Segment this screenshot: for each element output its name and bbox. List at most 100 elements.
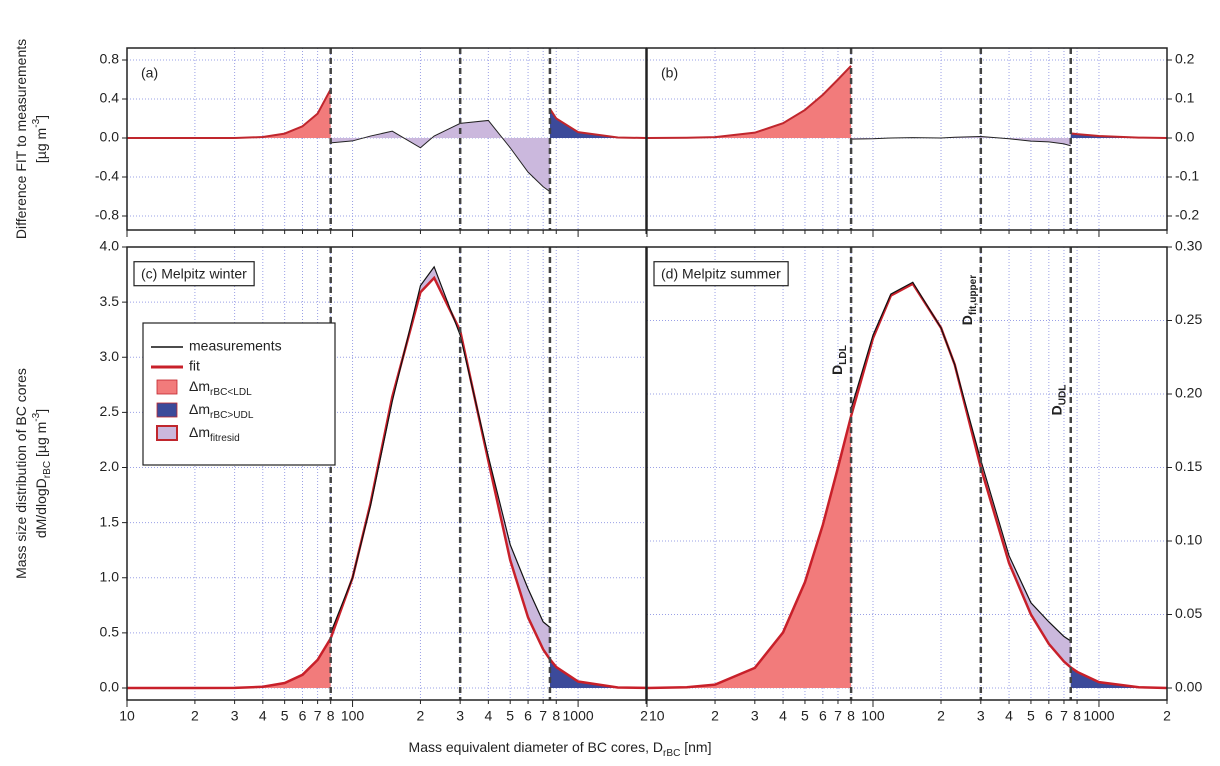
y-tick-label: 2.0 bbox=[100, 458, 120, 474]
text-segment: Δm bbox=[189, 378, 210, 394]
y-tick-label: 0.0 bbox=[1175, 129, 1195, 145]
legend-label: measurements bbox=[189, 338, 282, 354]
y-tick-label: -0.1 bbox=[1175, 168, 1199, 184]
x-tick-label: 8 bbox=[327, 708, 335, 724]
area-fit-residual bbox=[330, 266, 550, 660]
legend-label: Δmfitresid bbox=[189, 424, 240, 444]
difference-area bbox=[851, 136, 1071, 146]
x-axis-label: Mass equivalent diameter of BC cores, Dr… bbox=[409, 739, 712, 759]
y-tick-label: 0.15 bbox=[1175, 458, 1202, 474]
text-segment: Mass size distribution of BC cores bbox=[13, 368, 29, 579]
x-tick-label: 4 bbox=[259, 708, 267, 724]
panel-label: (c) Melpitz winter bbox=[141, 266, 247, 282]
text-segment: Δm bbox=[189, 401, 210, 417]
difference-area bbox=[127, 89, 331, 138]
legend-swatch bbox=[156, 425, 178, 441]
panel-label: (a) bbox=[141, 65, 158, 81]
text-segment: -3 bbox=[31, 412, 42, 421]
difference-area bbox=[647, 65, 852, 138]
text-segment: fit,upper bbox=[968, 275, 979, 315]
text-segment: rBC bbox=[663, 748, 680, 759]
x-tick-label: 10 bbox=[119, 708, 135, 724]
panel-frame bbox=[126, 47, 647, 231]
detection-limit-label: Dfit,upper bbox=[959, 275, 979, 326]
legend: measurementsfitΔmrBC<LDLΔmrBC>UDLΔmfitre… bbox=[142, 322, 336, 466]
y-tick-label: -0.4 bbox=[95, 168, 119, 184]
text-segment: D bbox=[829, 365, 845, 375]
x-tick-label: 5 bbox=[506, 708, 514, 724]
difference-line bbox=[549, 108, 647, 139]
x-tick-label: 3 bbox=[977, 708, 985, 724]
x-tick-label: 3 bbox=[231, 708, 239, 724]
panel-label-box bbox=[133, 261, 255, 287]
y-tick-label: 0.0 bbox=[100, 679, 120, 695]
x-tick-label: 2 bbox=[1163, 708, 1171, 724]
x-tick-label: 6 bbox=[299, 708, 307, 724]
x-tick-label: 1000 bbox=[563, 708, 594, 724]
y-axis-label: dM/dlogDrBC [µg m-3] bbox=[31, 409, 53, 538]
text-segment: Δm bbox=[189, 424, 210, 440]
y-tick-label: 0.1 bbox=[1175, 90, 1195, 106]
y-tick-label: 0.2 bbox=[1175, 51, 1195, 67]
measurement-line bbox=[850, 281, 1072, 642]
difference-line bbox=[330, 119, 551, 193]
text-segment: [µg m bbox=[33, 128, 49, 163]
x-tick-label: 8 bbox=[552, 708, 560, 724]
area-above-udl bbox=[1070, 667, 1167, 688]
y-axis-label: Difference FIT to measurements bbox=[13, 39, 29, 239]
x-tick-label: 8 bbox=[1073, 708, 1081, 724]
legend-label: fit bbox=[189, 358, 200, 374]
x-tick-label: 7 bbox=[314, 708, 322, 724]
y-tick-label: 0.4 bbox=[100, 90, 120, 106]
text-segment: D bbox=[1048, 405, 1064, 415]
text-segment: ] bbox=[33, 115, 49, 119]
x-tick-label: 2 bbox=[711, 708, 719, 724]
area-below-ldl bbox=[647, 416, 852, 688]
y-tick-label: 0.00 bbox=[1175, 679, 1202, 695]
legend-swatch bbox=[156, 402, 178, 418]
y-tick-label: 0.5 bbox=[100, 624, 120, 640]
fit-line bbox=[646, 282, 1168, 690]
x-tick-label: 6 bbox=[819, 708, 827, 724]
text-segment: D bbox=[959, 315, 975, 325]
x-tick-label: 7 bbox=[1060, 708, 1068, 724]
x-tick-label: 1000 bbox=[1083, 708, 1114, 724]
text-segment: UDL bbox=[1058, 385, 1069, 406]
legend-swatch bbox=[156, 379, 178, 395]
panel-frame bbox=[646, 47, 1168, 231]
y-tick-label: 0.10 bbox=[1175, 532, 1202, 548]
y-tick-label: 0.20 bbox=[1175, 385, 1202, 401]
y-tick-label: 1.0 bbox=[100, 568, 120, 584]
text-segment: ] bbox=[33, 409, 49, 413]
text-segment: Mass equivalent diameter of BC cores, D bbox=[409, 739, 663, 755]
difference-area bbox=[1070, 133, 1167, 138]
x-tick-label: 4 bbox=[779, 708, 787, 724]
x-tick-label: 3 bbox=[456, 708, 464, 724]
x-tick-label: 5 bbox=[281, 708, 289, 724]
x-tick-label: 7 bbox=[539, 708, 547, 724]
y-tick-label: 0.25 bbox=[1175, 311, 1202, 327]
x-tick-label: 4 bbox=[484, 708, 492, 724]
text-segment: [nm] bbox=[680, 739, 711, 755]
text-segment: rBC bbox=[42, 461, 53, 478]
y-tick-label: 0.0 bbox=[100, 129, 120, 145]
detection-limit-label: DLDL bbox=[829, 345, 849, 375]
text-segment: [µg m bbox=[33, 422, 49, 461]
panel-label-box bbox=[653, 261, 789, 287]
difference-line bbox=[646, 65, 852, 139]
panel-frame bbox=[126, 246, 647, 701]
y-tick-label: 1.5 bbox=[100, 513, 120, 529]
measurement-line bbox=[330, 265, 551, 634]
x-tick-label: 2 bbox=[640, 708, 648, 724]
panel-frame bbox=[646, 246, 1168, 701]
y-tick-label: 0.30 bbox=[1175, 238, 1202, 254]
difference-area bbox=[330, 120, 550, 192]
x-tick-label: 100 bbox=[861, 708, 885, 724]
detection-limit-label: DUDL bbox=[1048, 385, 1068, 416]
y-tick-label: 0.05 bbox=[1175, 605, 1202, 621]
y-axis-label: [µg m-3] bbox=[31, 115, 49, 163]
panel-label: (d) Melpitz summer bbox=[661, 266, 781, 282]
difference-line bbox=[127, 88, 332, 139]
text-segment: Difference FIT to measurements bbox=[13, 39, 29, 239]
x-tick-label: 7 bbox=[834, 708, 842, 724]
